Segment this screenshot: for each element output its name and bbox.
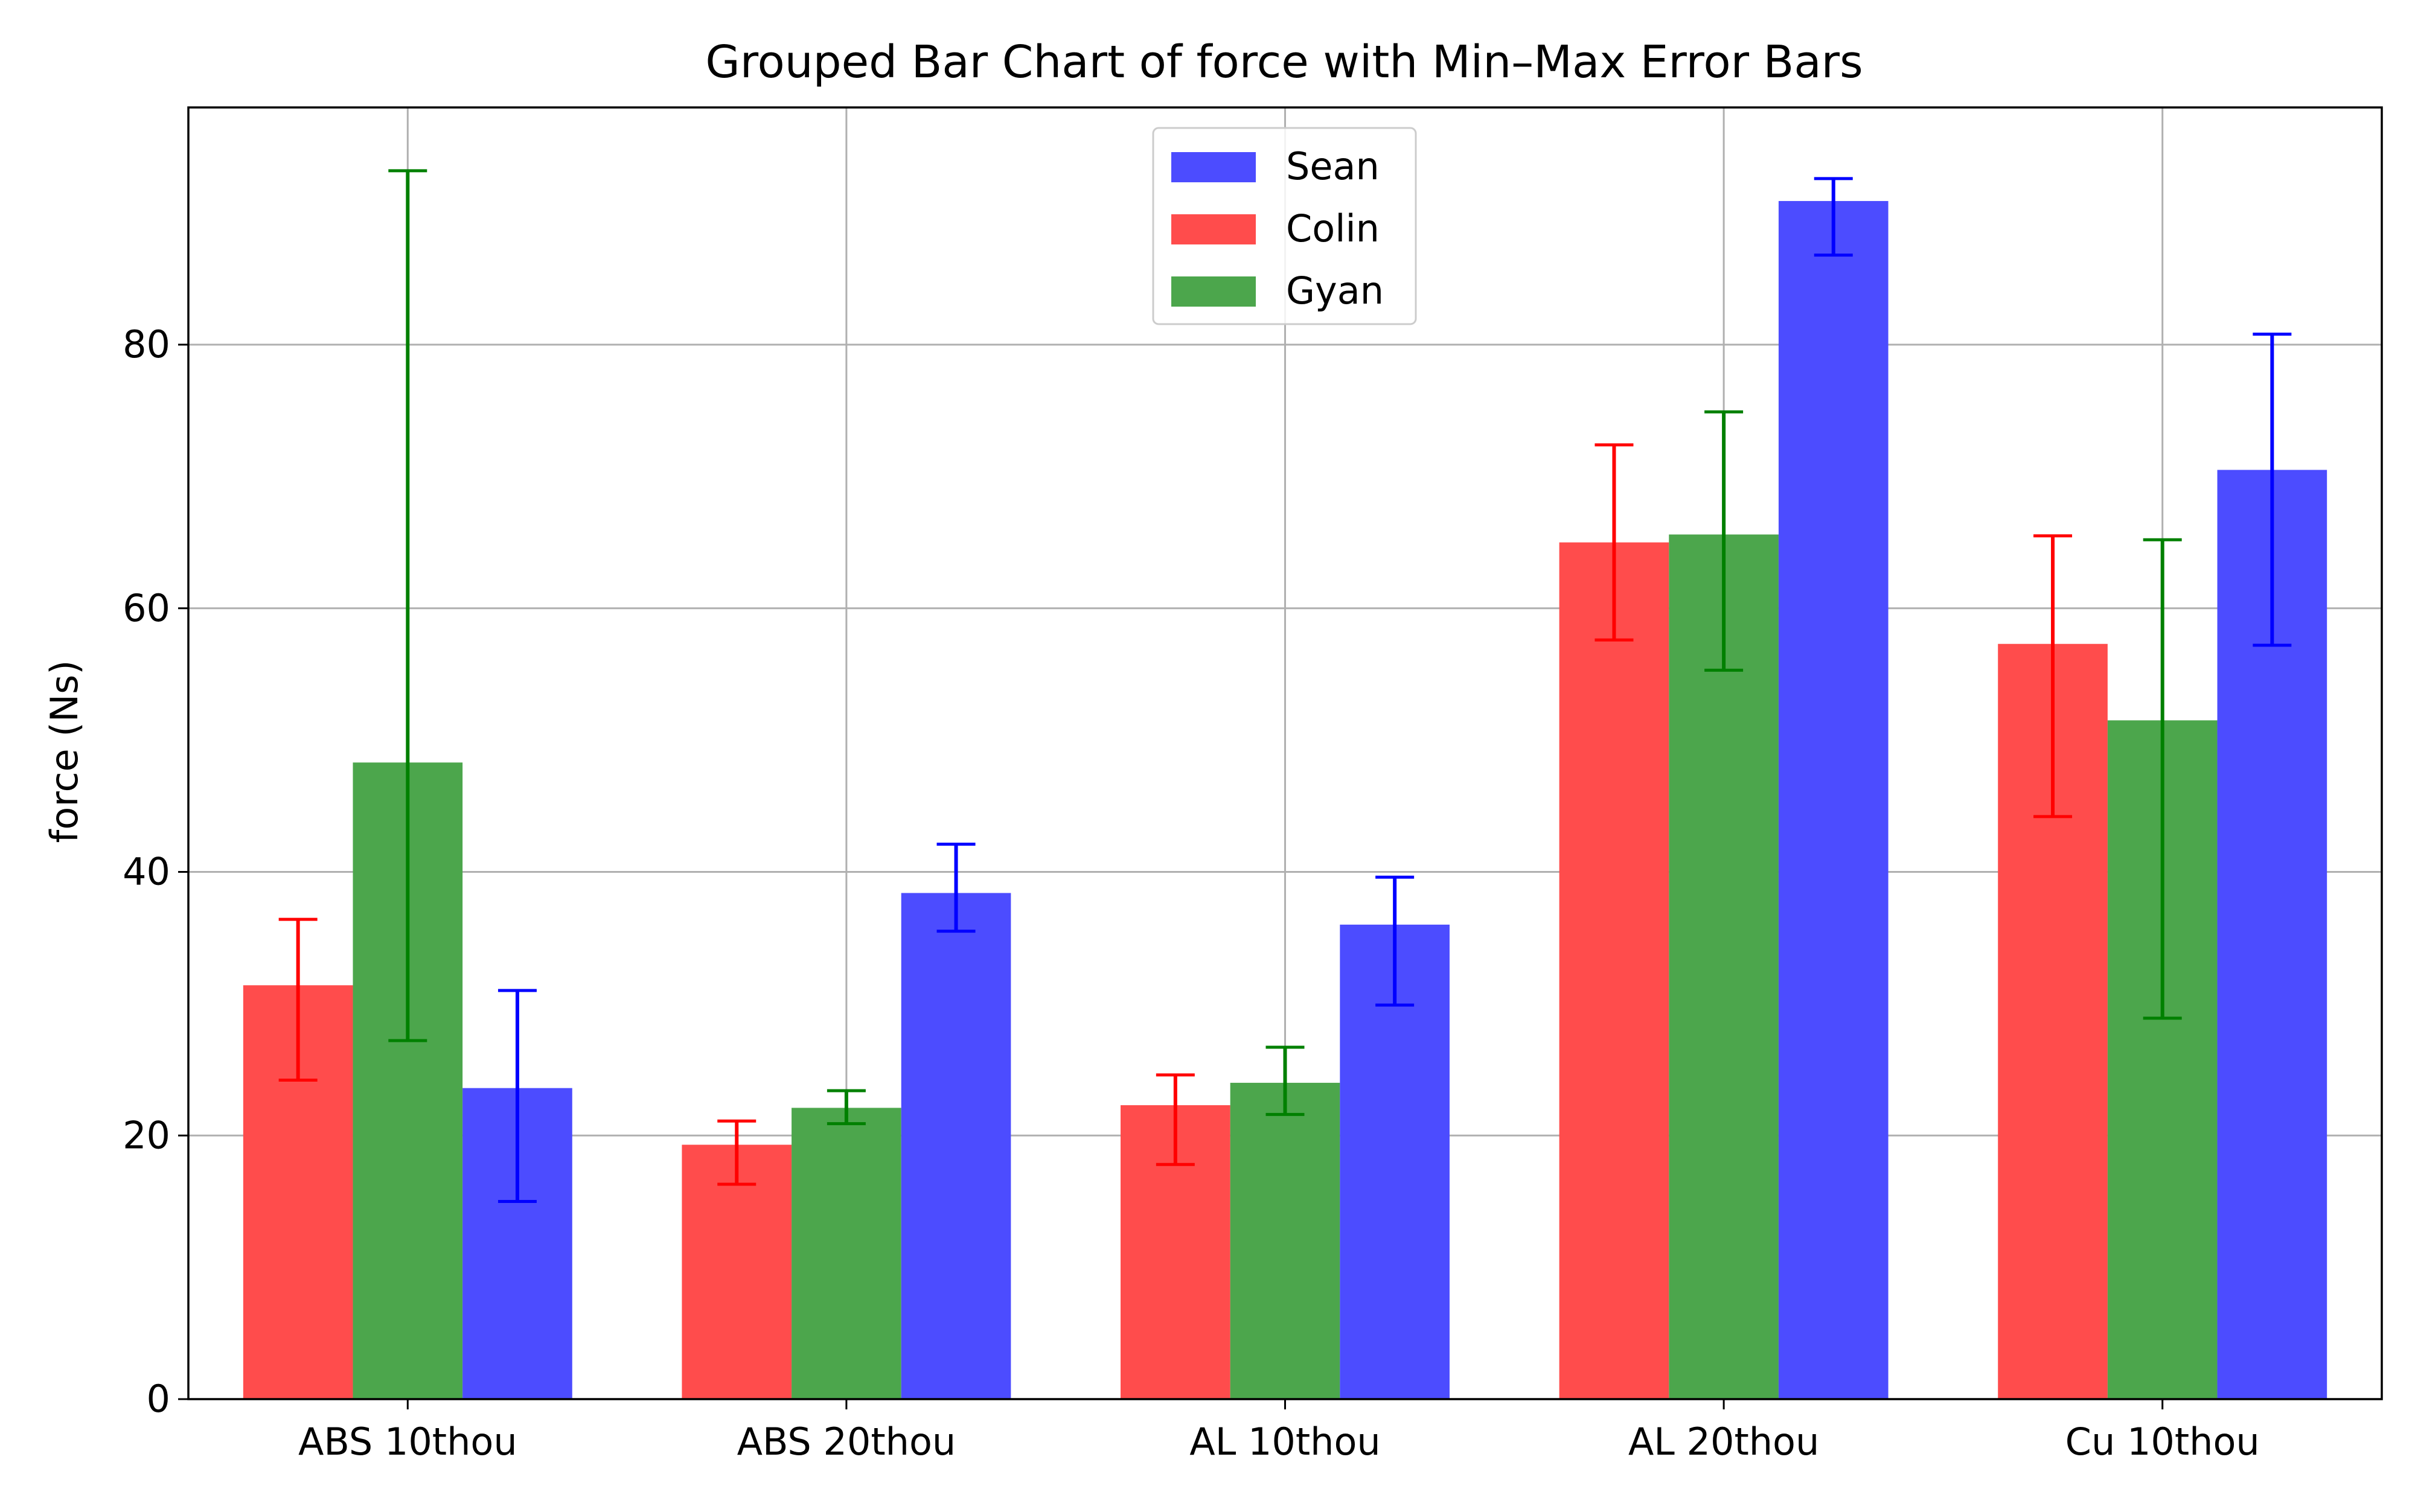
legend-label: Colin	[1286, 206, 1380, 250]
y-tick-label: 20	[123, 1113, 170, 1157]
x-tick-label: AL 20thou	[1628, 1420, 1819, 1464]
chart-title: Grouped Bar Chart of force with Min–Max …	[705, 36, 1863, 88]
legend-label: Sean	[1286, 144, 1380, 188]
x-tick-label: AL 10thou	[1189, 1420, 1380, 1464]
legend: Sean Colin Gyan	[1152, 127, 1417, 325]
bar	[792, 1108, 901, 1399]
axes-layer: 0 20 40 60 80 ABS 10thou ABS 20thou AL 10thou AL…	[123, 322, 2260, 1464]
y-tick-label: 60	[123, 586, 170, 630]
x-tick-label: Cu 10thou	[2065, 1420, 2260, 1464]
x-tick-label: ABS 20thou	[737, 1420, 956, 1464]
y-tick-label: 0	[147, 1377, 170, 1421]
bar	[1669, 534, 1779, 1399]
error-bars-layer	[278, 169, 2292, 1203]
legend-swatch	[1171, 214, 1256, 244]
y-tick-label: 80	[123, 322, 170, 366]
bar	[1559, 542, 1669, 1399]
legend-label: Gyan	[1286, 269, 1384, 313]
x-tick-label: ABS 10thou	[298, 1420, 517, 1464]
legend-swatch	[1171, 276, 1256, 307]
legend-swatch	[1171, 152, 1256, 182]
bar	[1778, 201, 1889, 1400]
bar	[1230, 1082, 1340, 1399]
bar	[682, 1144, 792, 1399]
y-tick-label: 40	[123, 850, 170, 894]
y-axis-label: force (Ns)	[42, 660, 86, 843]
bar	[901, 893, 1011, 1399]
bars-layer	[243, 201, 2327, 1400]
